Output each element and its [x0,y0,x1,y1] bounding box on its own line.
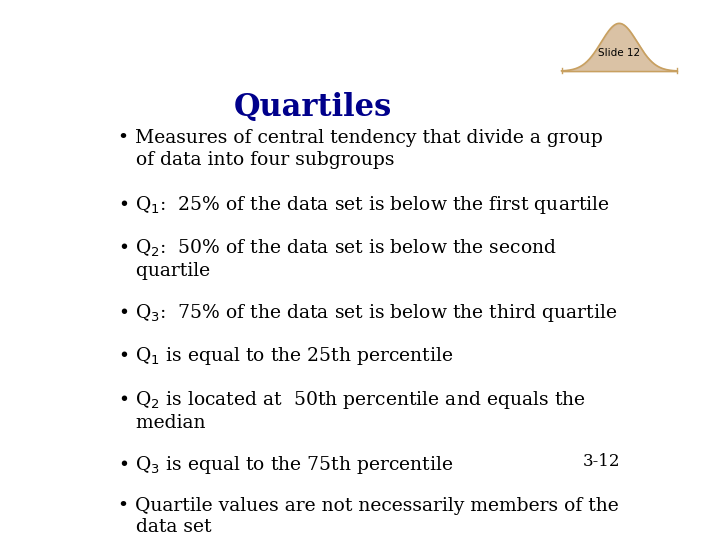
Text: Slide 12: Slide 12 [598,48,640,58]
Text: • Q$_1$:  25% of the data set is below the first quartile: • Q$_1$: 25% of the data set is below th… [118,194,610,216]
Text: • Q$_1$ is equal to the 25th percentile: • Q$_1$ is equal to the 25th percentile [118,346,454,367]
Text: • Q$_3$:  75% of the data set is below the third quartile: • Q$_3$: 75% of the data set is below th… [118,302,617,324]
Text: • Measures of central tendency that divide a group
   of data into four subgroup: • Measures of central tendency that divi… [118,129,603,168]
Text: Quartiles: Quartiles [234,92,392,123]
Text: • Q$_3$ is equal to the 75th percentile: • Q$_3$ is equal to the 75th percentile [118,454,454,476]
Text: • Q$_2$:  50% of the data set is below the second
   quartile: • Q$_2$: 50% of the data set is below th… [118,238,557,280]
Text: 3-12: 3-12 [582,453,620,470]
Text: • Quartile values are not necessarily members of the
   data set: • Quartile values are not necessarily me… [118,497,618,536]
Text: • Q$_2$ is located at  50th percentile and equals the
   median: • Q$_2$ is located at 50th percentile an… [118,389,585,432]
